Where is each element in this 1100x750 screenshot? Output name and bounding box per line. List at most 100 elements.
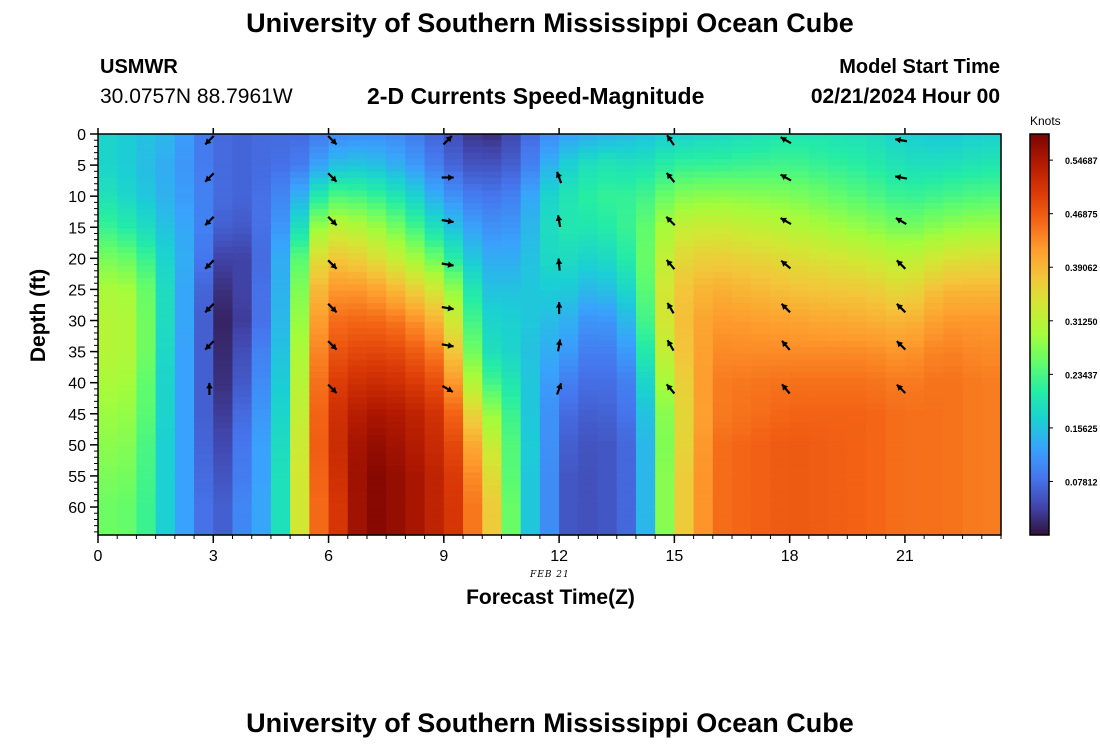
heatmap-cell — [463, 177, 483, 185]
heatmap-cell — [597, 221, 618, 229]
heatmap-cell — [597, 378, 618, 386]
heatmap-cell — [482, 196, 503, 204]
heatmap-cell — [328, 209, 349, 217]
heatmap-cell — [386, 240, 406, 248]
heatmap-cell — [847, 384, 868, 392]
heatmap-cell — [539, 528, 560, 536]
heatmap-cell — [904, 372, 925, 379]
current-vector-arrow — [781, 340, 791, 351]
heatmap-cell — [117, 453, 138, 461]
heatmap-cell — [539, 447, 560, 455]
heatmap-cell — [136, 309, 157, 317]
heatmap-cell — [712, 315, 733, 323]
heatmap-cell — [270, 422, 291, 430]
heatmap-cell — [559, 303, 579, 311]
heatmap-cell — [808, 334, 829, 342]
heatmap-cell — [924, 296, 944, 304]
heatmap-cell — [213, 253, 234, 260]
heatmap-cell — [655, 397, 675, 405]
heatmap-cell — [328, 409, 349, 417]
heatmap-cell — [712, 303, 733, 311]
heatmap-cell — [808, 309, 829, 317]
heatmap-cell — [962, 434, 983, 442]
heatmap-cell — [501, 466, 522, 473]
current-vector-arrow — [204, 135, 215, 146]
heatmap-cell — [155, 321, 176, 329]
heatmap-cell — [174, 397, 195, 405]
heatmap-cell — [732, 428, 752, 436]
heatmap-cell — [732, 466, 752, 473]
heatmap-cell — [155, 202, 176, 210]
heatmap-cell — [808, 397, 829, 405]
heatmap-cell — [117, 246, 138, 254]
heatmap-cell — [943, 165, 964, 173]
heatmap-cell — [194, 491, 214, 499]
heatmap-cell — [962, 441, 983, 448]
heatmap-cell — [482, 359, 503, 367]
heatmap-cell — [981, 240, 1002, 248]
heatmap-cell — [885, 497, 906, 505]
heatmap-cell — [789, 303, 810, 311]
heatmap-cell — [828, 409, 848, 417]
heatmap-cell — [885, 397, 906, 405]
heatmap-cell — [674, 340, 695, 348]
heatmap-cell — [789, 378, 810, 386]
heatmap-cell — [213, 340, 234, 348]
heatmap-cell — [962, 491, 983, 499]
heatmap-cell — [194, 165, 214, 173]
heatmap-cell — [290, 434, 310, 442]
heatmap-cell — [924, 202, 944, 210]
heatmap-cell — [924, 190, 944, 198]
heatmap-cell — [943, 259, 964, 267]
heatmap-cell — [501, 146, 522, 154]
heatmap-cell — [194, 378, 214, 386]
heatmap-cell — [635, 265, 656, 273]
heatmap-cell — [751, 484, 772, 492]
heatmap-cell — [559, 190, 579, 198]
heatmap-cell — [770, 422, 791, 430]
heatmap-cell — [924, 522, 944, 530]
heatmap-cell — [943, 309, 964, 317]
heatmap-cell — [328, 509, 349, 517]
current-vector-arrow — [894, 136, 908, 144]
heatmap-cell — [328, 390, 349, 398]
heatmap-cell — [386, 265, 406, 273]
heatmap-cell — [789, 246, 810, 254]
colorbar-gradient — [1029, 133, 1050, 536]
heatmap-cell — [539, 428, 560, 436]
heatmap-cell — [117, 209, 138, 217]
heatmap-cell — [347, 447, 368, 455]
heatmap-cell — [424, 215, 445, 223]
heatmap-cell — [270, 165, 291, 173]
heatmap-cell — [136, 466, 157, 473]
current-vector-arrow — [896, 340, 907, 351]
arrow-head — [330, 386, 337, 394]
heatmap-cell — [962, 459, 983, 467]
heatmap-cell — [501, 459, 522, 467]
heatmap-cell — [251, 303, 272, 311]
heatmap-cell — [328, 240, 349, 248]
heatmap-cell — [597, 315, 618, 323]
heatmap-cell — [559, 140, 579, 148]
heatmap-cell — [136, 447, 157, 455]
heatmap-cell — [539, 353, 560, 361]
heatmap-cell — [520, 259, 541, 267]
heatmap-cell — [981, 196, 1002, 204]
heatmap-cell — [578, 315, 599, 323]
heatmap-cell — [520, 196, 541, 204]
heatmap-cell — [828, 134, 848, 141]
heatmap-cell — [501, 415, 522, 423]
heatmap-cell — [828, 347, 848, 354]
heatmap-cell — [251, 134, 272, 141]
heatmap-cell — [674, 484, 695, 492]
heatmap-cell — [655, 202, 675, 210]
heatmap-cell — [98, 152, 118, 160]
heatmap-cell — [347, 347, 368, 354]
heatmap-cell — [981, 509, 1002, 517]
heatmap-cell — [232, 152, 253, 160]
heatmap-cell — [386, 328, 406, 336]
heatmap-cell — [866, 296, 887, 304]
heatmap-cell — [232, 165, 253, 173]
heatmap-cell — [501, 397, 522, 405]
